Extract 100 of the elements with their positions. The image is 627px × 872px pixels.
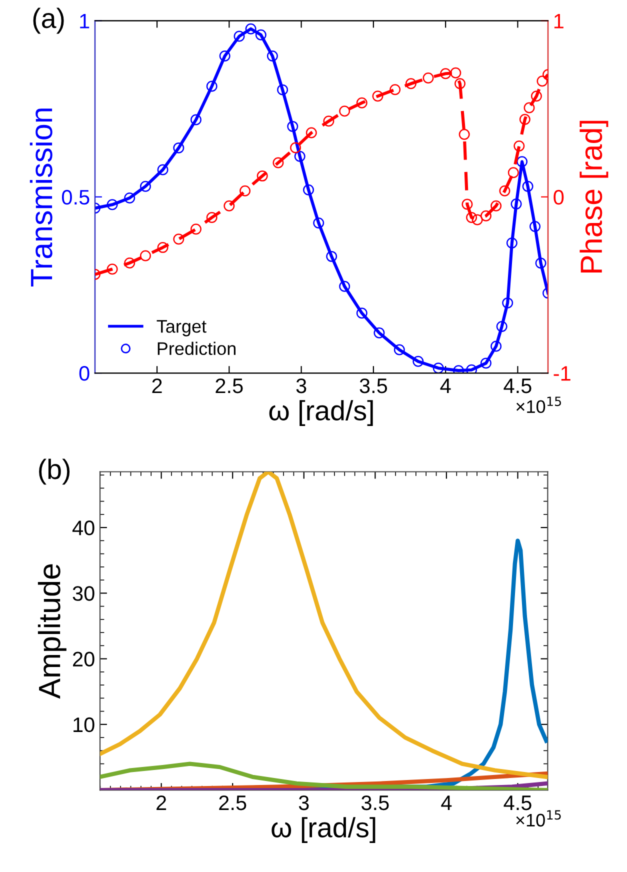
y-tick-label: 30	[72, 586, 94, 601]
point	[508, 167, 519, 178]
x-tick-label: 2	[156, 795, 166, 810]
point	[303, 184, 314, 196]
point	[472, 214, 483, 226]
point	[240, 185, 251, 196]
point	[522, 180, 534, 192]
point	[339, 106, 350, 117]
point	[313, 217, 324, 228]
x-tick-label: 2.5	[219, 795, 246, 810]
x-tick-label: 3	[296, 378, 306, 394]
y-axis-title: Amplitude	[38, 564, 66, 699]
text: (a)	[33, 8, 64, 34]
point	[519, 114, 530, 125]
point	[440, 68, 452, 80]
point	[510, 198, 522, 210]
point	[496, 321, 508, 332]
point	[306, 127, 317, 138]
point	[190, 224, 202, 235]
point	[453, 365, 464, 374]
point	[454, 78, 466, 90]
point	[490, 200, 502, 212]
point	[374, 327, 385, 338]
y-axis-title: Transmission	[30, 108, 52, 286]
point	[140, 180, 151, 192]
point	[530, 221, 540, 232]
point	[157, 242, 168, 253]
point	[506, 238, 518, 249]
legend-label: Prediction	[158, 342, 236, 356]
point	[356, 97, 368, 108]
y-tick-label: 40	[72, 520, 94, 536]
point	[458, 128, 470, 140]
point	[530, 90, 542, 102]
y-tick-label: 10	[74, 717, 94, 732]
point	[106, 264, 118, 275]
point	[206, 80, 218, 92]
x-tick-label: 4	[440, 378, 451, 393]
y2-axis-title: Phase [rad]	[580, 120, 608, 273]
point	[466, 212, 478, 223]
text: ×10$^{15}$	[516, 396, 561, 413]
point	[173, 234, 184, 245]
y-tick-label: 20	[73, 652, 94, 667]
y2-tick-label: 1	[554, 14, 564, 28]
point	[272, 157, 284, 168]
point	[405, 78, 416, 90]
point	[323, 116, 334, 127]
point	[294, 150, 306, 162]
x-tick-label: 4	[441, 796, 452, 810]
point	[287, 120, 298, 132]
point	[490, 340, 502, 352]
x-tick-label: 4.5	[504, 796, 532, 810]
point	[190, 114, 202, 126]
y-tick-label: 1	[80, 14, 90, 28]
x-tick-label: 2	[152, 378, 162, 393]
point	[502, 297, 514, 308]
point	[462, 198, 473, 210]
y-tick-label: 0.5	[62, 190, 90, 205]
point	[422, 72, 434, 84]
point	[206, 212, 218, 223]
x-tick-label: 4.5	[504, 378, 532, 394]
x-tick-label: 2.5	[216, 378, 243, 394]
point	[140, 250, 151, 262]
point	[450, 67, 462, 78]
point	[514, 140, 525, 152]
legend-label: Target	[156, 320, 206, 336]
point	[516, 156, 528, 168]
point	[372, 90, 384, 102]
text: (b)	[39, 458, 70, 485]
point	[234, 30, 245, 42]
point	[266, 50, 278, 62]
point	[339, 280, 350, 292]
point	[256, 170, 268, 182]
point	[173, 142, 184, 154]
point	[124, 192, 136, 204]
point	[394, 344, 405, 356]
point	[524, 102, 535, 114]
point	[290, 142, 302, 154]
x-tick-label: 3	[298, 795, 309, 810]
point	[219, 50, 230, 62]
point	[277, 84, 288, 96]
point	[255, 29, 266, 40]
point	[356, 308, 368, 319]
x-axis-title: ω [rad/s]	[272, 817, 376, 843]
point	[224, 200, 235, 212]
point	[466, 364, 478, 374]
x-axis-title: ω [rad/s]	[269, 400, 373, 426]
point	[536, 76, 548, 87]
point	[432, 362, 444, 374]
x-tick-label: 3.5	[361, 795, 389, 810]
y-tick-label: 0	[79, 366, 90, 381]
x-tick-label: 3.5	[360, 378, 388, 394]
point	[480, 210, 492, 222]
point	[157, 164, 168, 176]
point	[106, 199, 118, 210]
point	[245, 23, 256, 34]
y2-tick-label: 0	[554, 190, 564, 205]
point	[412, 356, 424, 367]
point	[535, 258, 546, 269]
y2-tick-label: -1	[554, 366, 570, 381]
point	[326, 250, 338, 262]
